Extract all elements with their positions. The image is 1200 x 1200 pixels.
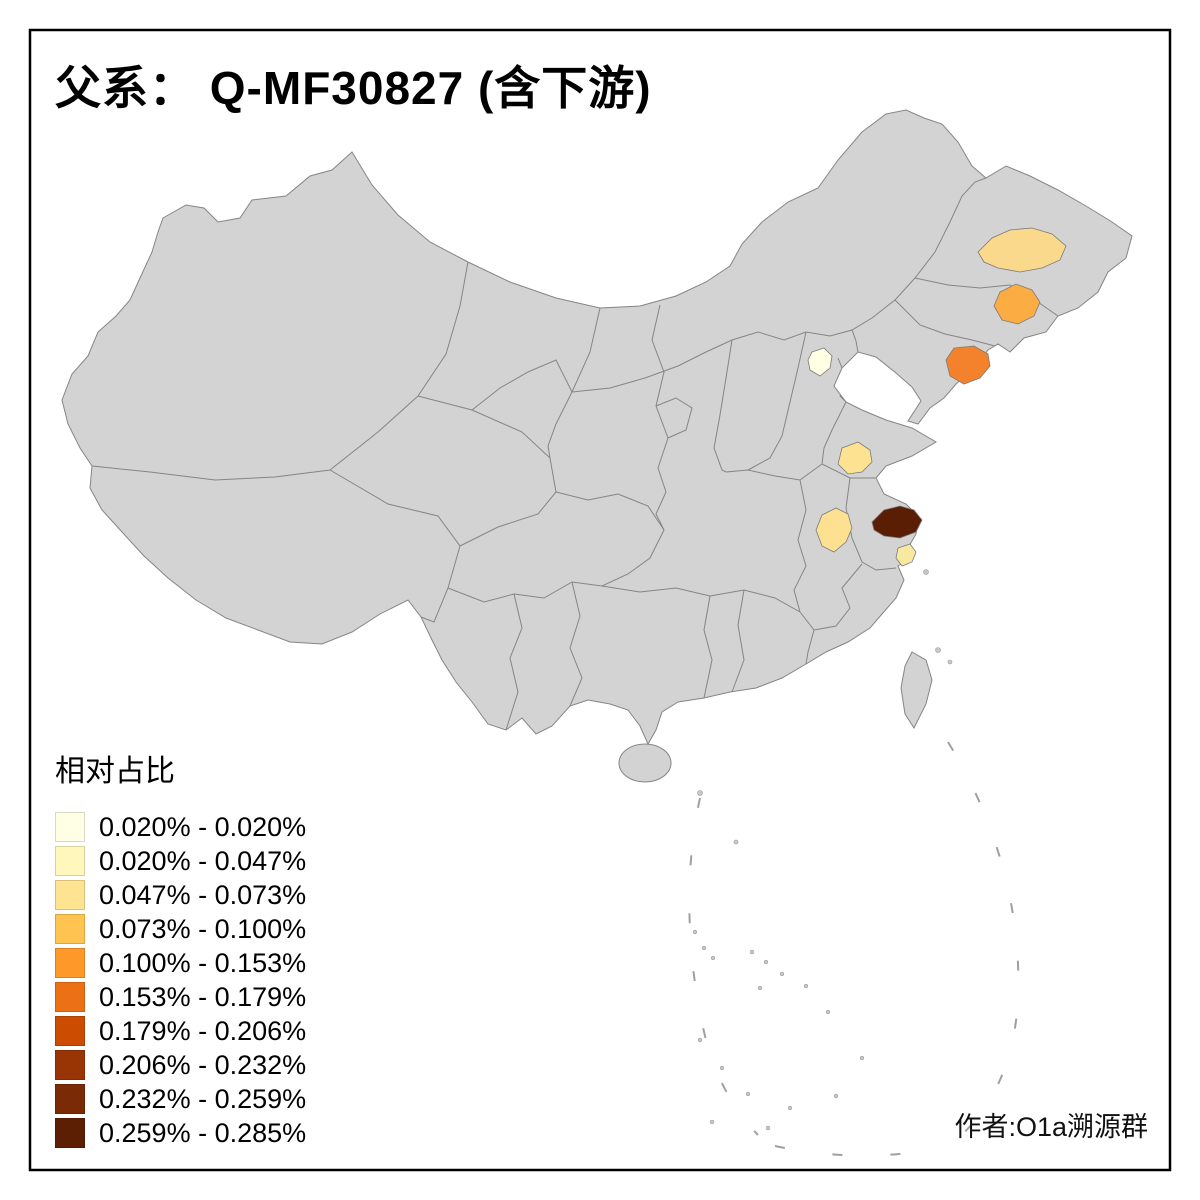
legend-row: 0.100% - 0.153%: [55, 948, 306, 978]
legend-swatch: [55, 1016, 85, 1046]
legend-swatch: [55, 846, 85, 876]
china-mainland: [61, 109, 1133, 1157]
legend-row: 0.179% - 0.206%: [55, 1016, 306, 1046]
taiwan-island: [900, 651, 933, 730]
legend-class-label: 0.179% - 0.206%: [99, 1016, 307, 1046]
legend-swatch: [55, 948, 85, 978]
region-shandong-central: [837, 441, 873, 475]
legend-swatch: [55, 1050, 85, 1080]
region-heilongjiang-central: [977, 227, 1067, 273]
legend-title: 相对占比: [55, 755, 175, 788]
figure-frame: [28, 28, 1172, 1172]
legend-swatch: [55, 914, 85, 944]
legend-class-label: 0.153% - 0.179%: [99, 982, 307, 1012]
region-shanghai: [895, 543, 917, 567]
legend-swatch: [55, 982, 85, 1012]
hainan-island: [618, 743, 672, 783]
legend-class-label: 0.073% - 0.100%: [99, 914, 307, 944]
author-credit: 作者:O1a溯源群: [954, 1112, 1148, 1142]
legend-row: 0.153% - 0.179%: [55, 982, 306, 1012]
legend-row: 0.232% - 0.259%: [55, 1084, 306, 1114]
legend-class-label: 0.020% - 0.020%: [99, 812, 307, 842]
legend: 相对占比 0.020% - 0.020% 0.020% - 0.047% 0.0…: [55, 746, 306, 1148]
legend-row: 0.047% - 0.073%: [55, 880, 306, 910]
legend-row: 0.020% - 0.020%: [55, 812, 306, 842]
small-islands: [692, 569, 953, 1131]
legend-class-label: 0.020% - 0.047%: [99, 846, 307, 876]
legend-row: 0.020% - 0.047%: [55, 846, 306, 876]
legend-swatch: [55, 880, 85, 910]
legend-class-label: 0.259% - 0.285%: [99, 1118, 307, 1148]
region-jiangsu-south: [871, 505, 923, 539]
legend-class-label: 0.206% - 0.232%: [99, 1050, 307, 1080]
legend-rows: 0.020% - 0.020% 0.020% - 0.047% 0.047% -…: [55, 812, 306, 1148]
legend-row: 0.073% - 0.100%: [55, 914, 306, 944]
page-title: 父系： Q-MF30827 (含下游): [55, 62, 652, 114]
region-beijing: [807, 347, 833, 377]
province-borders: [91, 177, 1059, 731]
nine-dash-line: [688, 741, 1020, 1157]
legend-row: 0.206% - 0.232%: [55, 1050, 306, 1080]
china-outline: [61, 109, 1133, 746]
legend-swatch: [55, 1118, 85, 1148]
legend-swatch: [55, 812, 85, 842]
highlighted-regions: [807, 227, 1067, 567]
region-jilin-central: [993, 283, 1041, 325]
legend-class-label: 0.100% - 0.153%: [99, 948, 307, 978]
region-liaoning-southeast: [945, 345, 991, 385]
legend-class-label: 0.232% - 0.259%: [99, 1084, 307, 1114]
legend-swatch: [55, 1084, 85, 1114]
region-anhui-central: [815, 507, 853, 553]
legend-row: 0.259% - 0.285%: [55, 1118, 306, 1148]
legend-class-label: 0.047% - 0.073%: [99, 880, 307, 910]
